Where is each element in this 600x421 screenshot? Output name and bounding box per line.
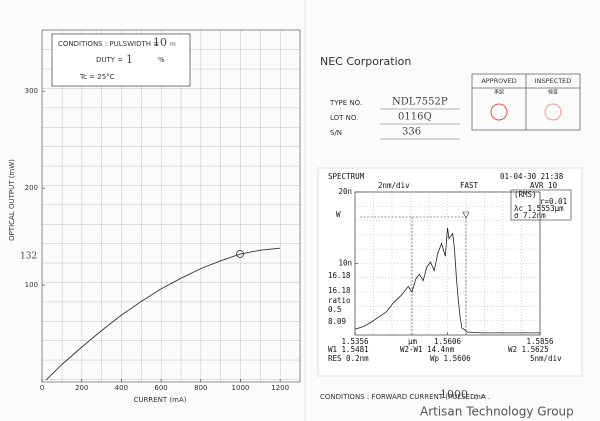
field-value: 0116Q xyxy=(398,112,432,123)
side-label: 16.18 xyxy=(328,271,351,280)
condition: ns xyxy=(170,42,176,48)
spectrum-footer: RES 0.2nm xyxy=(328,354,369,363)
seal xyxy=(490,103,508,121)
info-box xyxy=(510,189,572,221)
x-tick-label: 1000 xyxy=(232,384,250,392)
stamp-title: APPROVED xyxy=(481,77,516,85)
forward-current: 1000 xyxy=(440,388,468,401)
footer: Artisan Technology Group xyxy=(420,405,574,419)
x-tick-label: 400 xyxy=(115,384,128,392)
condition: 10 xyxy=(153,36,167,49)
data-line xyxy=(45,247,281,381)
stamp-title: INSPECTED xyxy=(535,77,572,85)
side-label: ratio xyxy=(328,296,351,305)
spectrum-header: FAST xyxy=(460,181,479,190)
spectrum-footer: 5nm/div xyxy=(530,354,562,363)
spectrum-footer: Wp 1.5606 xyxy=(430,354,471,363)
stamp-dividers xyxy=(472,74,580,130)
info: σ 7.2nm xyxy=(514,211,546,220)
spectrum-header: 2nm/div xyxy=(378,181,410,190)
spectrum-footer: W1 1.5481 xyxy=(328,345,369,354)
side-label: W xyxy=(336,210,341,219)
field-value: 336 xyxy=(402,127,421,138)
field-label: LOT NO. xyxy=(330,114,358,122)
stamp-title-jp: 承認 xyxy=(494,89,504,96)
spectrum-footer: W2 1.5625 xyxy=(508,345,549,354)
info: (RMS) xyxy=(514,190,537,199)
x-tick-label: 200 xyxy=(75,384,88,392)
x-tick-label: 1.5606 xyxy=(434,337,462,346)
y-tick-label: 10n xyxy=(338,259,352,268)
x-tick-label: 600 xyxy=(154,384,167,392)
condition: CONDITIONS : PULSWIDTH = xyxy=(58,40,159,48)
field-label: S/N xyxy=(330,129,342,137)
y-axis-label: OPTICAL OUTPUT (mW) xyxy=(8,159,16,241)
x-tick-label: 1200 xyxy=(271,384,289,392)
li-chart: OPTICAL OUTPUT (mW) CURRENT (mA) 132 100… xyxy=(8,87,289,404)
condition: 1 xyxy=(126,53,133,66)
y-tick-label: 300 xyxy=(25,87,38,95)
x-tick-label: 800 xyxy=(194,384,207,392)
spectrum-chart: 20n 10n 1.5356 1.5606 1.5856 xyxy=(338,187,554,346)
forward-current-unit: mA . xyxy=(474,393,490,401)
x-axis-label: CURRENT (mA) xyxy=(134,396,187,404)
underlines xyxy=(380,108,460,140)
field-value: NDL7552P xyxy=(392,97,448,108)
stamp-title-jp: 検査 xyxy=(548,89,558,96)
spectrum-footer: W2-W1 14.4nm xyxy=(400,345,455,354)
marker-circle xyxy=(236,250,244,258)
side-label: 16.18 xyxy=(328,286,351,295)
info: r=0.01 xyxy=(540,197,567,206)
annotation: 132 xyxy=(20,252,37,262)
spectrum-header: SPECTRUM xyxy=(328,172,365,181)
y-tick-label: 100 xyxy=(25,281,38,289)
condition: % xyxy=(158,56,165,64)
y-tick-label: 200 xyxy=(25,184,38,192)
spectrum-header: 01-04-30 21:38 xyxy=(500,172,564,181)
forward-current-label: CONDITIONS : FORWARD CURRENT (PULSED) = xyxy=(320,393,486,401)
x-tick-label: 0 xyxy=(40,384,44,392)
x-unit: μm xyxy=(408,337,418,346)
x-tick-label: 1.5856 xyxy=(526,337,554,346)
conditions-box xyxy=(51,33,191,87)
seal xyxy=(544,103,562,121)
spectrum-header: AVR 10 xyxy=(530,181,558,190)
info: λc 1.5553μm xyxy=(514,204,564,213)
side-label: 0.5 xyxy=(328,305,342,314)
condition: Tc = 25°C xyxy=(79,73,115,81)
field-label: TYPE NO. xyxy=(329,99,362,107)
y-tick-label: 20n xyxy=(338,187,352,196)
data-line xyxy=(354,227,540,334)
condition: DUTY = xyxy=(96,56,123,64)
company: NEC Corporation xyxy=(320,55,411,68)
peak-marker xyxy=(462,211,470,219)
grid-paper xyxy=(41,29,301,383)
side-label: 8.09 xyxy=(328,317,346,326)
x-tick-label: 1.5356 xyxy=(341,337,369,346)
